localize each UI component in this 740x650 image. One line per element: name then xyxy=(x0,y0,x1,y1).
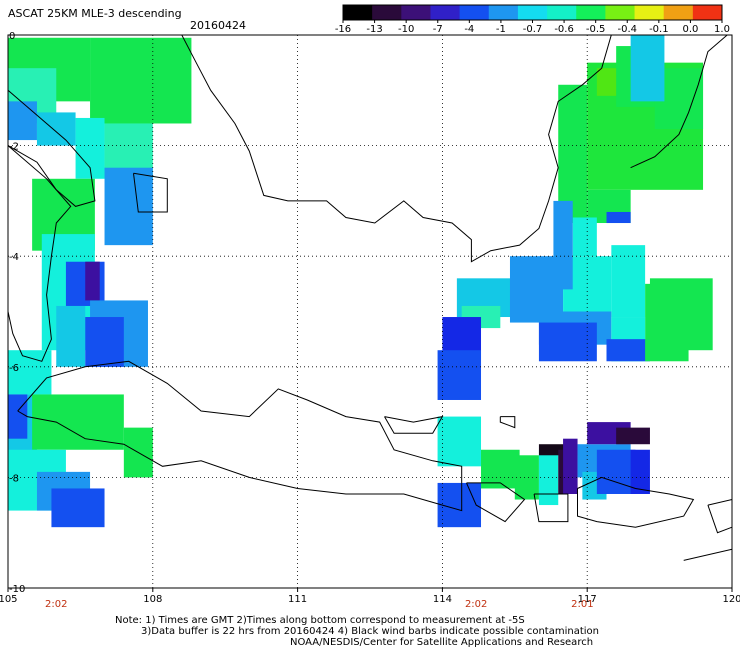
lombok-coast xyxy=(533,493,569,523)
colorbar-label: -0.1 xyxy=(649,24,669,35)
product-date: 20160424 xyxy=(190,19,246,32)
x-tick-label: 108 xyxy=(143,594,162,605)
note-line-2: 3)Data buffer is 22 hrs from 20160424 4)… xyxy=(141,626,599,637)
wind-cell xyxy=(437,482,482,528)
wind-cell xyxy=(51,488,105,528)
x-tick-label: 111 xyxy=(288,594,307,605)
pass-times: 2:02 2:02 2:01 xyxy=(45,599,594,610)
wind-cell xyxy=(85,317,124,367)
colorbar-label: -7 xyxy=(433,24,443,35)
wind-cell xyxy=(606,339,650,362)
flores-coast xyxy=(707,498,733,534)
colorbar-label: -0.5 xyxy=(586,24,606,35)
kangean-coast xyxy=(499,416,516,429)
wind-cell xyxy=(538,322,597,362)
wind-cell xyxy=(616,427,650,445)
bangka-coast xyxy=(7,89,96,207)
y-tick-label: -10 xyxy=(9,584,25,595)
java-coast xyxy=(17,360,463,512)
wind-cell xyxy=(563,438,578,494)
colorbar-swatch xyxy=(605,5,636,20)
colorbar-label: 1.0 xyxy=(714,24,730,35)
pass-time-label: 2:01 xyxy=(571,599,593,610)
wind-cell xyxy=(558,84,588,224)
colorbar-label: -10 xyxy=(398,24,414,35)
wind-cell xyxy=(32,394,124,450)
pass-time-label: 2:02 xyxy=(465,599,487,610)
y-tick-label: -4 xyxy=(9,252,19,263)
sumbawa-coast xyxy=(577,476,695,528)
lat-lon-grid xyxy=(8,35,732,588)
wind-cell xyxy=(596,68,617,96)
coastline xyxy=(7,34,733,577)
map-frame xyxy=(7,34,733,589)
colorbar-swatch xyxy=(401,5,431,20)
x-tick-label: 105 xyxy=(0,594,18,605)
wind-cell xyxy=(85,261,100,301)
wind-cell xyxy=(596,449,636,494)
sumatra-coast xyxy=(7,145,72,362)
sulawesi-coast xyxy=(630,34,728,169)
y-tick-label: -2 xyxy=(9,142,19,153)
wind-cell xyxy=(611,245,646,318)
bali-coast xyxy=(466,482,526,523)
wind-cell xyxy=(437,350,482,400)
wind-cells xyxy=(8,35,713,528)
wind-cell xyxy=(630,449,650,494)
colorbar-swatch xyxy=(372,5,402,20)
wind-cell xyxy=(630,35,665,102)
product-title: ASCAT 25KM MLE-3 descending xyxy=(8,7,182,20)
colorbar-swatch xyxy=(547,5,577,20)
wind-cell xyxy=(437,416,482,467)
colorbar-label: -0.7 xyxy=(523,24,543,35)
wind-cell xyxy=(56,305,86,367)
y-tick-label: -6 xyxy=(9,363,19,374)
colorbar-label: -13 xyxy=(366,24,382,35)
colorbar-label: -4 xyxy=(464,24,474,35)
wind-cell xyxy=(514,455,539,500)
colorbar-swatch xyxy=(343,5,373,20)
wind-cell xyxy=(649,278,713,351)
sumba-coast xyxy=(683,548,733,577)
wind-cell xyxy=(553,200,573,290)
colorbar-swatch xyxy=(488,5,519,20)
note-line-1: Note: 1) Times are GMT 2)Times along bot… xyxy=(115,615,525,626)
colorbar-label: -16 xyxy=(335,24,351,35)
madura-coast xyxy=(384,415,444,434)
wind-cell xyxy=(104,167,153,246)
colorbar-label: -0.6 xyxy=(554,24,574,35)
wind-cell xyxy=(8,101,37,141)
colorbar-swatch xyxy=(692,5,723,20)
pass-time-label: 2:02 xyxy=(45,599,67,610)
colorbar-label: 0.0 xyxy=(682,24,698,35)
colorbar-swatch xyxy=(517,5,548,20)
y-tick-label: 0 xyxy=(9,31,15,42)
y-tick-label: -8 xyxy=(9,473,19,484)
colorbar-label: -1 xyxy=(496,24,506,35)
x-tick-label: 114 xyxy=(433,594,452,605)
belitung-coast xyxy=(133,172,168,213)
wind-cell xyxy=(8,394,28,439)
colorbar-swatch xyxy=(459,5,490,20)
x-tick-label: 120 xyxy=(722,594,740,605)
wind-cell xyxy=(90,37,192,124)
x-tick-label: 117 xyxy=(578,594,597,605)
wind-cell xyxy=(606,211,631,224)
wind-cell xyxy=(36,112,76,146)
colorbar-swatch xyxy=(663,5,694,20)
colorbar-label: -0.4 xyxy=(617,24,637,35)
colorbar-swatch xyxy=(576,5,606,20)
colorbar: -16 -13 -10 -7 -4 -1 -0.7 -0.6 -0.5 -0.4 -0.1 0.0 1.… xyxy=(335,4,730,35)
wind-cell xyxy=(481,449,520,489)
axis-ticks: 105 108 111 114 117 120 0 -2 -4 -6 -8 -10 xyxy=(0,31,740,605)
colorbar-swatch xyxy=(430,5,461,20)
wind-cell xyxy=(572,217,597,257)
colorbar-swatch xyxy=(634,5,665,20)
borneo-coast xyxy=(181,34,612,263)
note-line-3: NOAA/NESDIS/Center for Satellite Applica… xyxy=(290,637,594,648)
